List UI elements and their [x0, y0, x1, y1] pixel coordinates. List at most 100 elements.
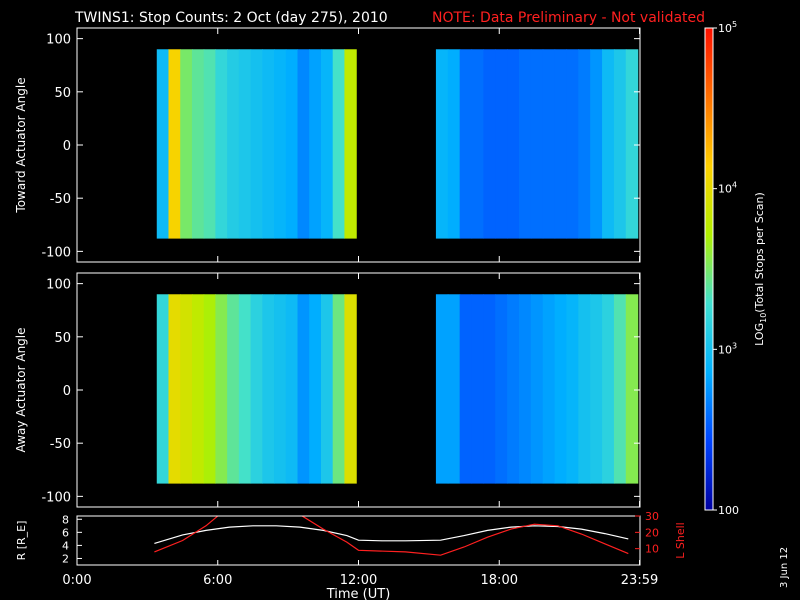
heatmap-column	[625, 49, 639, 239]
toward-data-segment-2	[435, 49, 639, 239]
heatmap-column	[262, 294, 275, 484]
toward-angle-panel: -100 -50 0 50 100 Toward Actuator Angle	[14, 27, 641, 263]
heatmap-column	[297, 49, 310, 239]
away-y-axis-label: Away Actuator Angle	[14, 327, 28, 452]
y-tick-label: 0	[63, 384, 71, 399]
heatmap-column	[320, 294, 334, 484]
preliminary-note: NOTE: Data Preliminary - Not validated	[432, 10, 705, 26]
colorbar-label: LOG10(Total Stops per Scan)	[753, 192, 768, 346]
heatmap-column	[227, 294, 240, 484]
heatmap-column	[590, 49, 603, 239]
heatmap-column	[459, 294, 473, 484]
heatmap-column	[250, 294, 263, 484]
heatmap-column	[227, 49, 240, 239]
left-y-tick-label: 6	[62, 526, 69, 539]
colorbar-tick-label: 100	[718, 504, 739, 517]
heatmap-column	[471, 49, 484, 239]
away-data-segment-2	[435, 294, 639, 484]
heatmap-column	[507, 294, 520, 484]
heatmap-column	[613, 294, 627, 484]
l-shell-axis-label: L Shell	[674, 522, 687, 558]
figure-title: TWINS1: Stop Counts: 2 Oct (day 275), 20…	[74, 10, 388, 26]
colorbar: 105 104 103 100 LOG10(Total Stops per Scan)	[704, 20, 768, 517]
heatmap-column	[168, 49, 181, 239]
y-tick-label: 50	[54, 86, 71, 101]
heatmap-column	[602, 294, 615, 484]
radius-axis-label: R [R_E]	[15, 521, 28, 561]
heatmap-column	[238, 49, 252, 239]
heatmap-column	[320, 49, 334, 239]
away-angle-panel: -100 -50 0 50 100 Away Actuator Angle	[14, 272, 641, 508]
y-tick-label: 100	[46, 33, 71, 48]
heatmap-column	[238, 294, 252, 484]
heatmap-column	[156, 49, 170, 239]
right-y-tick-label: 30	[645, 510, 659, 523]
heatmap-column	[332, 294, 346, 484]
heatmap-column	[274, 49, 287, 239]
heatmap-column	[566, 49, 579, 239]
heatmap-column	[215, 294, 228, 484]
heatmap-column	[483, 294, 496, 484]
y-tick-label: 100	[46, 278, 71, 293]
left-y-tick-label: 2	[62, 552, 69, 565]
radius-line-1	[154, 525, 629, 544]
heatmap-column	[590, 294, 603, 484]
heatmap-column	[625, 294, 639, 484]
heatmap-column	[495, 49, 508, 239]
heatmap-column	[191, 294, 205, 484]
x-axis-label: Time (UT)	[326, 587, 391, 600]
toward-data-segment-1	[156, 49, 357, 239]
heatmap-column	[578, 294, 591, 484]
heatmap-column	[435, 49, 449, 239]
heatmap-column	[168, 294, 181, 484]
heatmap-column	[554, 49, 568, 239]
x-tick-label: 18:00	[481, 573, 518, 588]
x-tick-label: 6:00	[203, 573, 232, 588]
heatmap-column	[447, 294, 461, 484]
heatmap-column	[309, 49, 322, 239]
heatmap-column	[285, 49, 299, 239]
heatmap-column	[530, 294, 544, 484]
heatmap-column	[435, 294, 449, 484]
heatmap-column	[344, 294, 357, 484]
heatmap-column	[250, 49, 263, 239]
heatmap-column	[578, 49, 591, 239]
x-tick-label: 0:00	[62, 573, 91, 588]
heatmap-column	[285, 294, 299, 484]
left-y-tick-label: 8	[62, 513, 69, 526]
right-y-tick-label: 10	[645, 543, 659, 556]
toward-y-axis-label: Toward Actuator Angle	[14, 77, 28, 213]
heatmap-column	[203, 294, 217, 484]
heatmap-column	[274, 294, 287, 484]
x-tick-label: 23:59	[621, 573, 658, 588]
y-tick-label: -100	[41, 245, 71, 260]
heatmap-column	[530, 49, 544, 239]
heatmap-column	[554, 294, 568, 484]
x-tick-label: 12:00	[340, 573, 377, 588]
colorbar-tick-label: 105	[718, 20, 737, 35]
y-tick-label: -50	[50, 192, 71, 207]
heatmap-column	[518, 294, 532, 484]
heatmap-column	[566, 294, 579, 484]
plot-date-stamp: 3 Jun 12	[779, 547, 790, 588]
heatmap-column	[459, 49, 473, 239]
heatmap-column	[542, 294, 556, 484]
heatmap-column	[507, 49, 520, 239]
l-shell-line-2	[154, 516, 219, 553]
l-shell-line-3	[301, 516, 629, 556]
colorbar-tick-label: 103	[718, 341, 737, 356]
heatmap-column	[180, 294, 193, 484]
heatmap-column	[447, 49, 461, 239]
heatmap-column	[344, 49, 357, 239]
y-tick-label: 0	[63, 139, 71, 154]
heatmap-column	[262, 49, 275, 239]
heatmap-column	[471, 294, 484, 484]
heatmap-column	[309, 294, 322, 484]
heatmap-column	[297, 294, 310, 484]
left-y-tick-label: 4	[62, 539, 69, 552]
colorbar-tick-label: 104	[718, 181, 737, 196]
heatmap-column	[602, 49, 615, 239]
heatmap-column	[191, 49, 205, 239]
colorbar-gradient	[704, 27, 714, 511]
